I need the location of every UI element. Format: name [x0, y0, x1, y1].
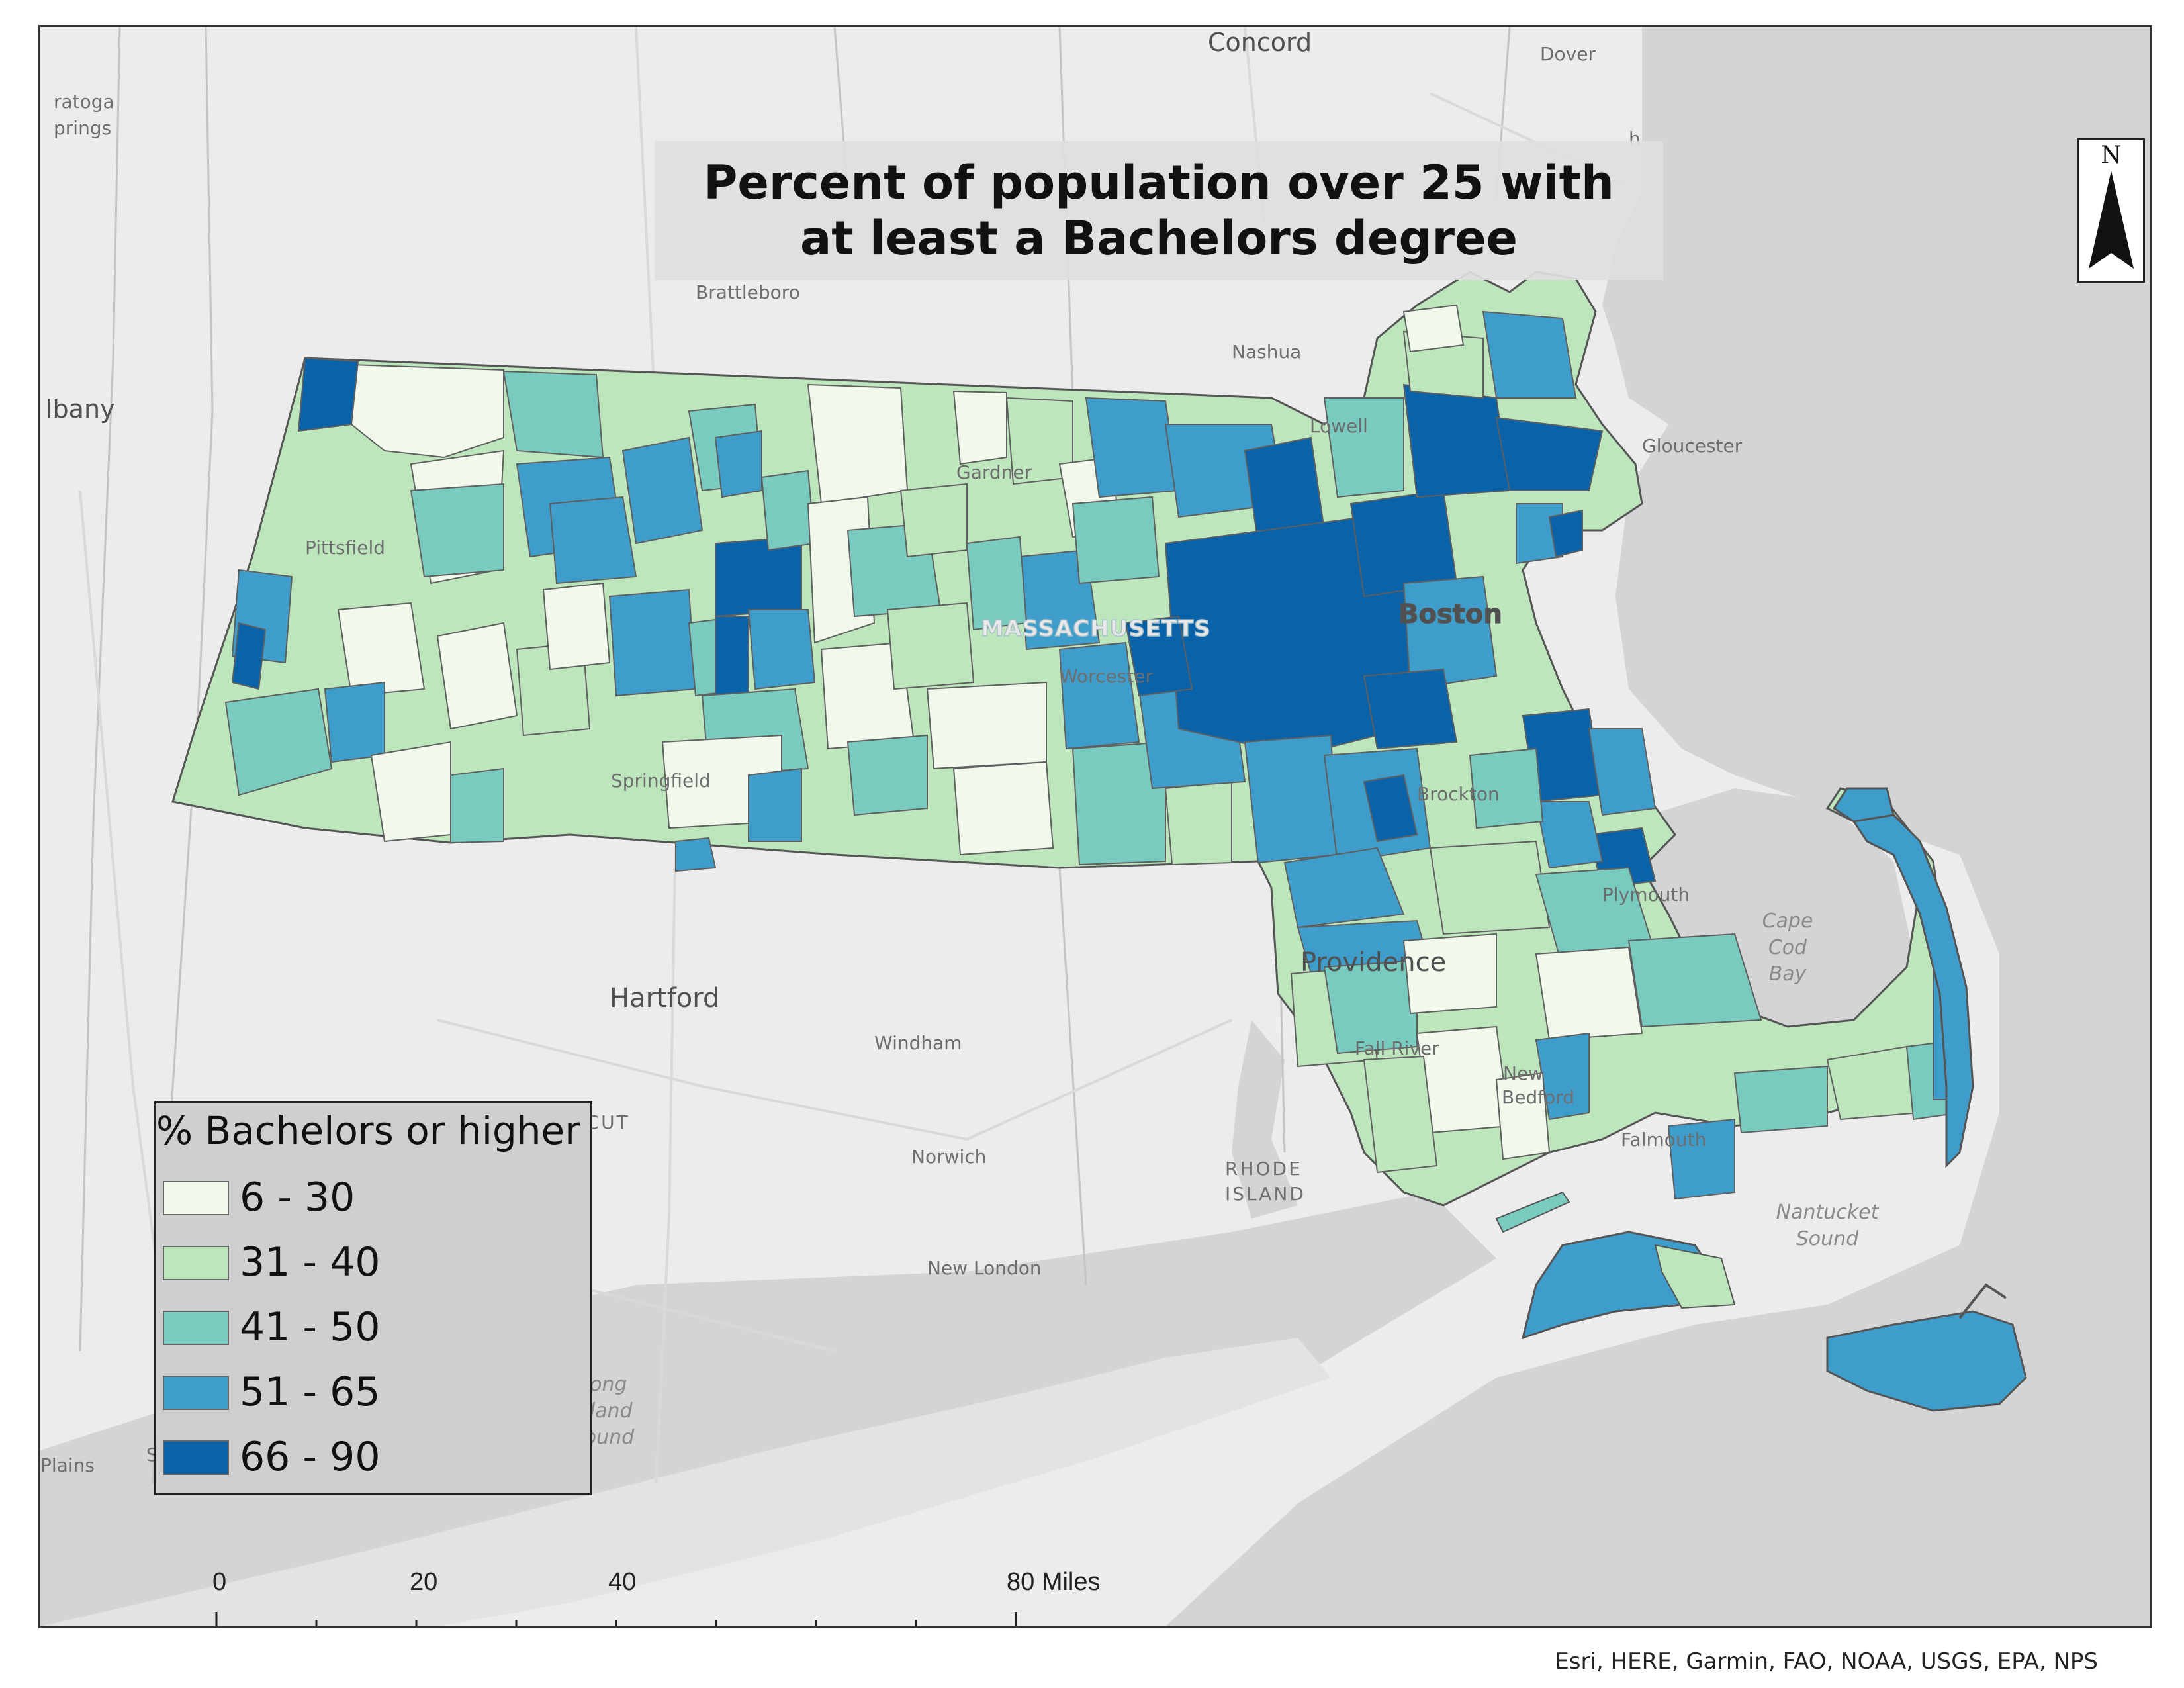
- place-label-pittsfield: Pittsfield: [305, 537, 385, 559]
- legend-swatch: [163, 1181, 229, 1215]
- place-label-concord: Concord: [1208, 28, 1312, 57]
- place-label-island: ISLAND: [1225, 1183, 1306, 1205]
- provincetown-hook: [1832, 787, 1895, 823]
- north-letter: N: [2101, 142, 2122, 169]
- place-label-lowell: Lowell: [1310, 415, 1368, 437]
- north-arrow-icon: [2089, 171, 2134, 269]
- towns-layer: [224, 304, 1960, 1200]
- legend-label: 6 - 30: [240, 1174, 355, 1221]
- legend-label: 51 - 65: [240, 1369, 381, 1415]
- place-label-lbany: lbany: [46, 395, 115, 424]
- place-label-rhode: RHODE: [1225, 1158, 1302, 1180]
- place-label-brattleboro: Brattleboro: [696, 281, 800, 303]
- map-frame: Concord Dover ratoga prings h Brattleboro Nash…: [38, 25, 2152, 1628]
- place-label-windham: Windham: [874, 1032, 962, 1054]
- legend: % Bachelors or higher 6 - 30 31 - 40 41 - …: [154, 1101, 592, 1495]
- place-label-fall-river: Fall River: [1355, 1037, 1439, 1059]
- nantucket-hook: [1958, 1283, 2007, 1319]
- scale-label: 20: [410, 1568, 438, 1596]
- place-label-norwich: Norwich: [911, 1146, 986, 1168]
- place-label-plains: Plains: [40, 1454, 95, 1476]
- legend-label: 66 - 90: [240, 1434, 381, 1480]
- place-label-new-london: New London: [927, 1257, 1042, 1279]
- scale-label: 40: [608, 1568, 637, 1596]
- place-label-gloucester: Gloucester: [1642, 435, 1743, 457]
- place-label-springfield: Springfield: [611, 770, 711, 792]
- marthas-vineyard-east: [1654, 1244, 1736, 1309]
- legend-swatch: [163, 1311, 229, 1345]
- place-label-nashua: Nashua: [1232, 341, 1301, 363]
- nantucket: [1826, 1310, 2027, 1412]
- state-label: MASSACHUSETTS: [981, 616, 1210, 642]
- place-label-gardner: Gardner: [956, 461, 1032, 483]
- attribution: Esri, HERE, Garmin, FAO, NOAA, USGS, EPA…: [1555, 1648, 2098, 1675]
- place-label-ratoga: ratoga: [54, 91, 114, 113]
- legend-label: 31 - 40: [240, 1239, 381, 1286]
- water-label-line: Bay: [1769, 962, 1807, 986]
- long-island: [40, 1338, 1331, 1626]
- ocean-long-island-sound: [40, 1192, 1496, 1626]
- scale-label: 80 Miles: [1007, 1568, 1101, 1596]
- legend-swatch: [163, 1246, 229, 1280]
- map-title: Percent of population over 25 with at le…: [704, 156, 1614, 265]
- place-label-falmouth: Falmouth: [1621, 1129, 1706, 1150]
- place-label-boston: Boston: [1398, 599, 1502, 630]
- outer-cape: [1852, 807, 1974, 1168]
- scale-bar: 0 20 40 80 Miles: [212, 1568, 1101, 1626]
- place-label-plymouth: Plymouth: [1602, 884, 1690, 906]
- water-label-line: Sound: [1796, 1227, 1859, 1250]
- place-label-bedford: Bedford: [1502, 1086, 1574, 1108]
- place-label-brockton: Brockton: [1417, 783, 1500, 805]
- water-label-line: Nantucket: [1776, 1201, 1880, 1224]
- place-label-hartford: Hartford: [610, 983, 719, 1013]
- scale-label: 0: [212, 1568, 227, 1596]
- place-label-dover: Dover: [1540, 43, 1596, 65]
- ocean-atlantic: [1165, 27, 2150, 1626]
- place-label-providence: Providence: [1300, 947, 1446, 978]
- legend-title: % Bachelors or higher: [156, 1108, 581, 1153]
- place-label-worcester: Worcester: [1060, 665, 1153, 687]
- north-arrow: N: [2077, 138, 2145, 283]
- water-label-line: Cod: [1768, 936, 1807, 959]
- narragansett-bay: [1232, 1020, 1298, 1219]
- water-label-line: Cape: [1762, 910, 1813, 933]
- legend-swatch: [163, 1440, 229, 1475]
- map-title-box: Percent of population over 25 with at le…: [655, 141, 1663, 280]
- place-label-prings: prings: [54, 117, 111, 139]
- place-label-new: New: [1503, 1062, 1543, 1084]
- scale-bar-graphic: [215, 1612, 1017, 1626]
- legend-swatch: [163, 1376, 229, 1410]
- elizabeth-islands: [1495, 1191, 1570, 1233]
- legend-label: 41 - 50: [240, 1304, 381, 1350]
